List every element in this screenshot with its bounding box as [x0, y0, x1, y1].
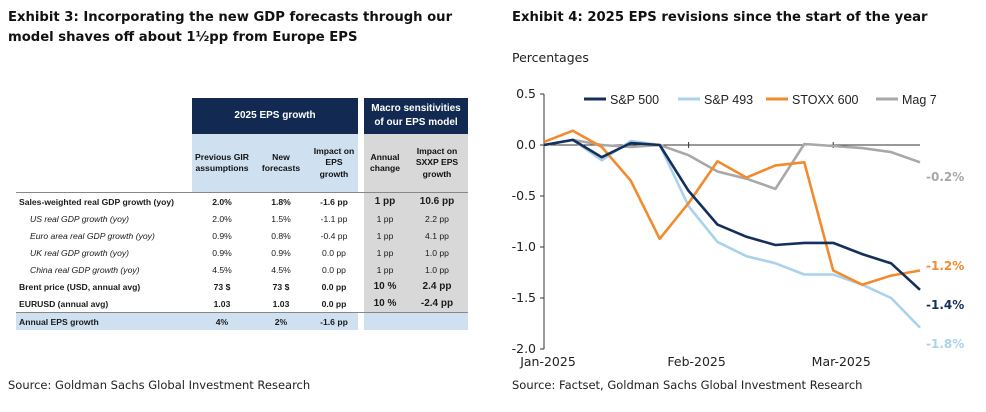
table-cell: 1.5% — [271, 213, 291, 224]
table-cell: -1.6 pp — [310, 192, 358, 210]
col-header-impact: Impact on EPS growth — [310, 134, 358, 193]
table-cell: 0.8% — [271, 230, 291, 241]
table-cell: 4.5% — [271, 264, 291, 275]
table-row: Euro area real GDP growth (yoy) 0.9% 0.8% -… — [16, 227, 468, 244]
y-tick-label: -1.0 — [512, 239, 536, 254]
table-cell — [364, 312, 406, 330]
row-label: Sales-weighted real GDP growth (yoy) — [16, 192, 192, 210]
row-label: UK real GDP growth (yoy) — [30, 247, 130, 258]
table-cell: -1.6 pp — [310, 312, 358, 330]
table-cell: 1.03 — [252, 295, 310, 313]
table-cell: 1 pp — [364, 227, 406, 244]
series-line-s-p-500 — [543, 138, 921, 291]
table-cell — [406, 312, 468, 330]
legend-label: STOXX 600 — [792, 93, 859, 107]
table-cell: 0.0 pp — [310, 295, 358, 313]
table-cell: 4% — [192, 312, 252, 330]
table-row: Brent price (USD, annual avg) 73 $ 73 $ 0.0… — [16, 278, 468, 295]
table-cell: 0.0 pp — [322, 247, 346, 258]
table-cell: 2% — [252, 312, 310, 330]
table-cell: 1 pp — [364, 244, 406, 261]
chart-y-label: Percentages — [512, 50, 589, 65]
table-cell: 73 $ — [213, 281, 231, 292]
table-cell: 1.8% — [252, 192, 310, 210]
exhibit4-source: Source: Factset, Goldman Sachs Global In… — [512, 378, 863, 392]
row-label: Euro area real GDP growth (yoy) — [30, 230, 155, 241]
group-header-eps: 2025 EPS growth — [192, 98, 358, 134]
legend-label: S&P 500 — [610, 93, 659, 107]
series-line-mag-7 — [543, 138, 921, 191]
table-cell: -1.1 pp — [320, 213, 348, 224]
legend-label: S&P 493 — [704, 93, 753, 107]
exhibit3-source: Source: Goldman Sachs Global Investment … — [8, 378, 311, 392]
table-row: EURUSD (annual avg) 1.03 1.03 0.0 pp 10 % -2.… — [16, 295, 468, 313]
table-cell: 1.03 — [192, 295, 252, 313]
table-cell: 0.0 pp — [322, 264, 346, 275]
table-cell: 0.0 pp — [321, 281, 347, 292]
table-row: China real GDP growth (yoy) 4.5% 4.5% 0.0 p… — [16, 261, 468, 278]
x-tick-label: Mar-2025 — [812, 354, 871, 369]
col-header-new: New forecasts — [252, 134, 310, 193]
table-cell: -0.4 pp — [320, 230, 348, 241]
legend-label: Mag 7 — [902, 93, 937, 107]
table-cell: 1.0 pp — [406, 261, 468, 278]
table-cell: -2.4 pp — [406, 295, 468, 313]
series-end-label: -0.2% — [926, 170, 964, 184]
table-cell: 1 pp — [364, 261, 406, 278]
table-cell: 1 pp — [364, 210, 406, 227]
series-end-label: -1.2% — [926, 259, 964, 273]
row-label: Brent price (USD, annual avg) — [19, 281, 141, 292]
table-cell: 73 $ — [272, 281, 290, 292]
table-cell: 1 pp — [364, 192, 406, 210]
table-cell: 2.0% — [212, 213, 232, 224]
y-tick-label: -2.0 — [512, 341, 536, 356]
table-cell: 2.2 pp — [406, 210, 468, 227]
series-end-label: -1.8% — [926, 337, 964, 351]
col-header-sxxp-impact: Impact on SXXP EPS growth — [406, 134, 468, 193]
row-label: China real GDP growth (yoy) — [30, 264, 140, 275]
table-row: US real GDP growth (yoy) 2.0% 1.5% -1.1 pp 1… — [16, 210, 468, 227]
table-cell: 2.4 pp — [406, 278, 468, 295]
y-tick-label: -1.5 — [512, 290, 536, 305]
exhibit3-title: Exhibit 3: Incorporating the new GDP for… — [8, 10, 453, 45]
col-header-annual-change: Annual change — [364, 134, 406, 193]
eps-growth-table: 2025 EPS growth Macro sensitivities of o… — [16, 98, 468, 330]
series-line-stoxx-600 — [543, 129, 921, 286]
table-cell: 1.0 pp — [406, 244, 468, 261]
y-tick-label: 0.0 — [516, 137, 536, 152]
table-cell: 2.0% — [192, 192, 252, 210]
row-label: EURUSD (annual avg) — [16, 295, 192, 313]
table-cell: 10 % — [364, 278, 406, 295]
table-row: Annual EPS growth 4% 2% -1.6 pp — [16, 312, 468, 330]
table-cell: 10 % — [364, 295, 406, 313]
row-label: Annual EPS growth — [16, 312, 192, 330]
table-cell: 4.1 pp — [406, 227, 468, 244]
x-tick-label: Jan-2025 — [519, 354, 576, 369]
y-tick-label: -0.5 — [512, 188, 536, 203]
row-label: US real GDP growth (yoy) — [30, 213, 130, 224]
table-cell: 0.9% — [271, 247, 291, 258]
table-cell: 0.9% — [212, 247, 232, 258]
exhibit4-title: Exhibit 4: 2025 EPS revisions since the … — [512, 10, 928, 25]
group-header-macro: Macro sensitivities of our EPS model — [364, 98, 468, 134]
x-tick-label: Feb-2025 — [667, 354, 725, 369]
table-cell: 10.6 pp — [406, 192, 468, 210]
series-end-label: -1.4% — [926, 298, 964, 312]
table-cell: 4.5% — [212, 264, 232, 275]
table-row: UK real GDP growth (yoy) 0.9% 0.9% 0.0 pp 1 … — [16, 244, 468, 261]
table-cell: 0.9% — [212, 230, 232, 241]
table-row: Sales-weighted real GDP growth (yoy) 2.0%… — [16, 192, 468, 210]
y-tick-label: 0.5 — [516, 86, 536, 101]
col-header-previous: Previous GIR assumptions — [192, 134, 252, 193]
